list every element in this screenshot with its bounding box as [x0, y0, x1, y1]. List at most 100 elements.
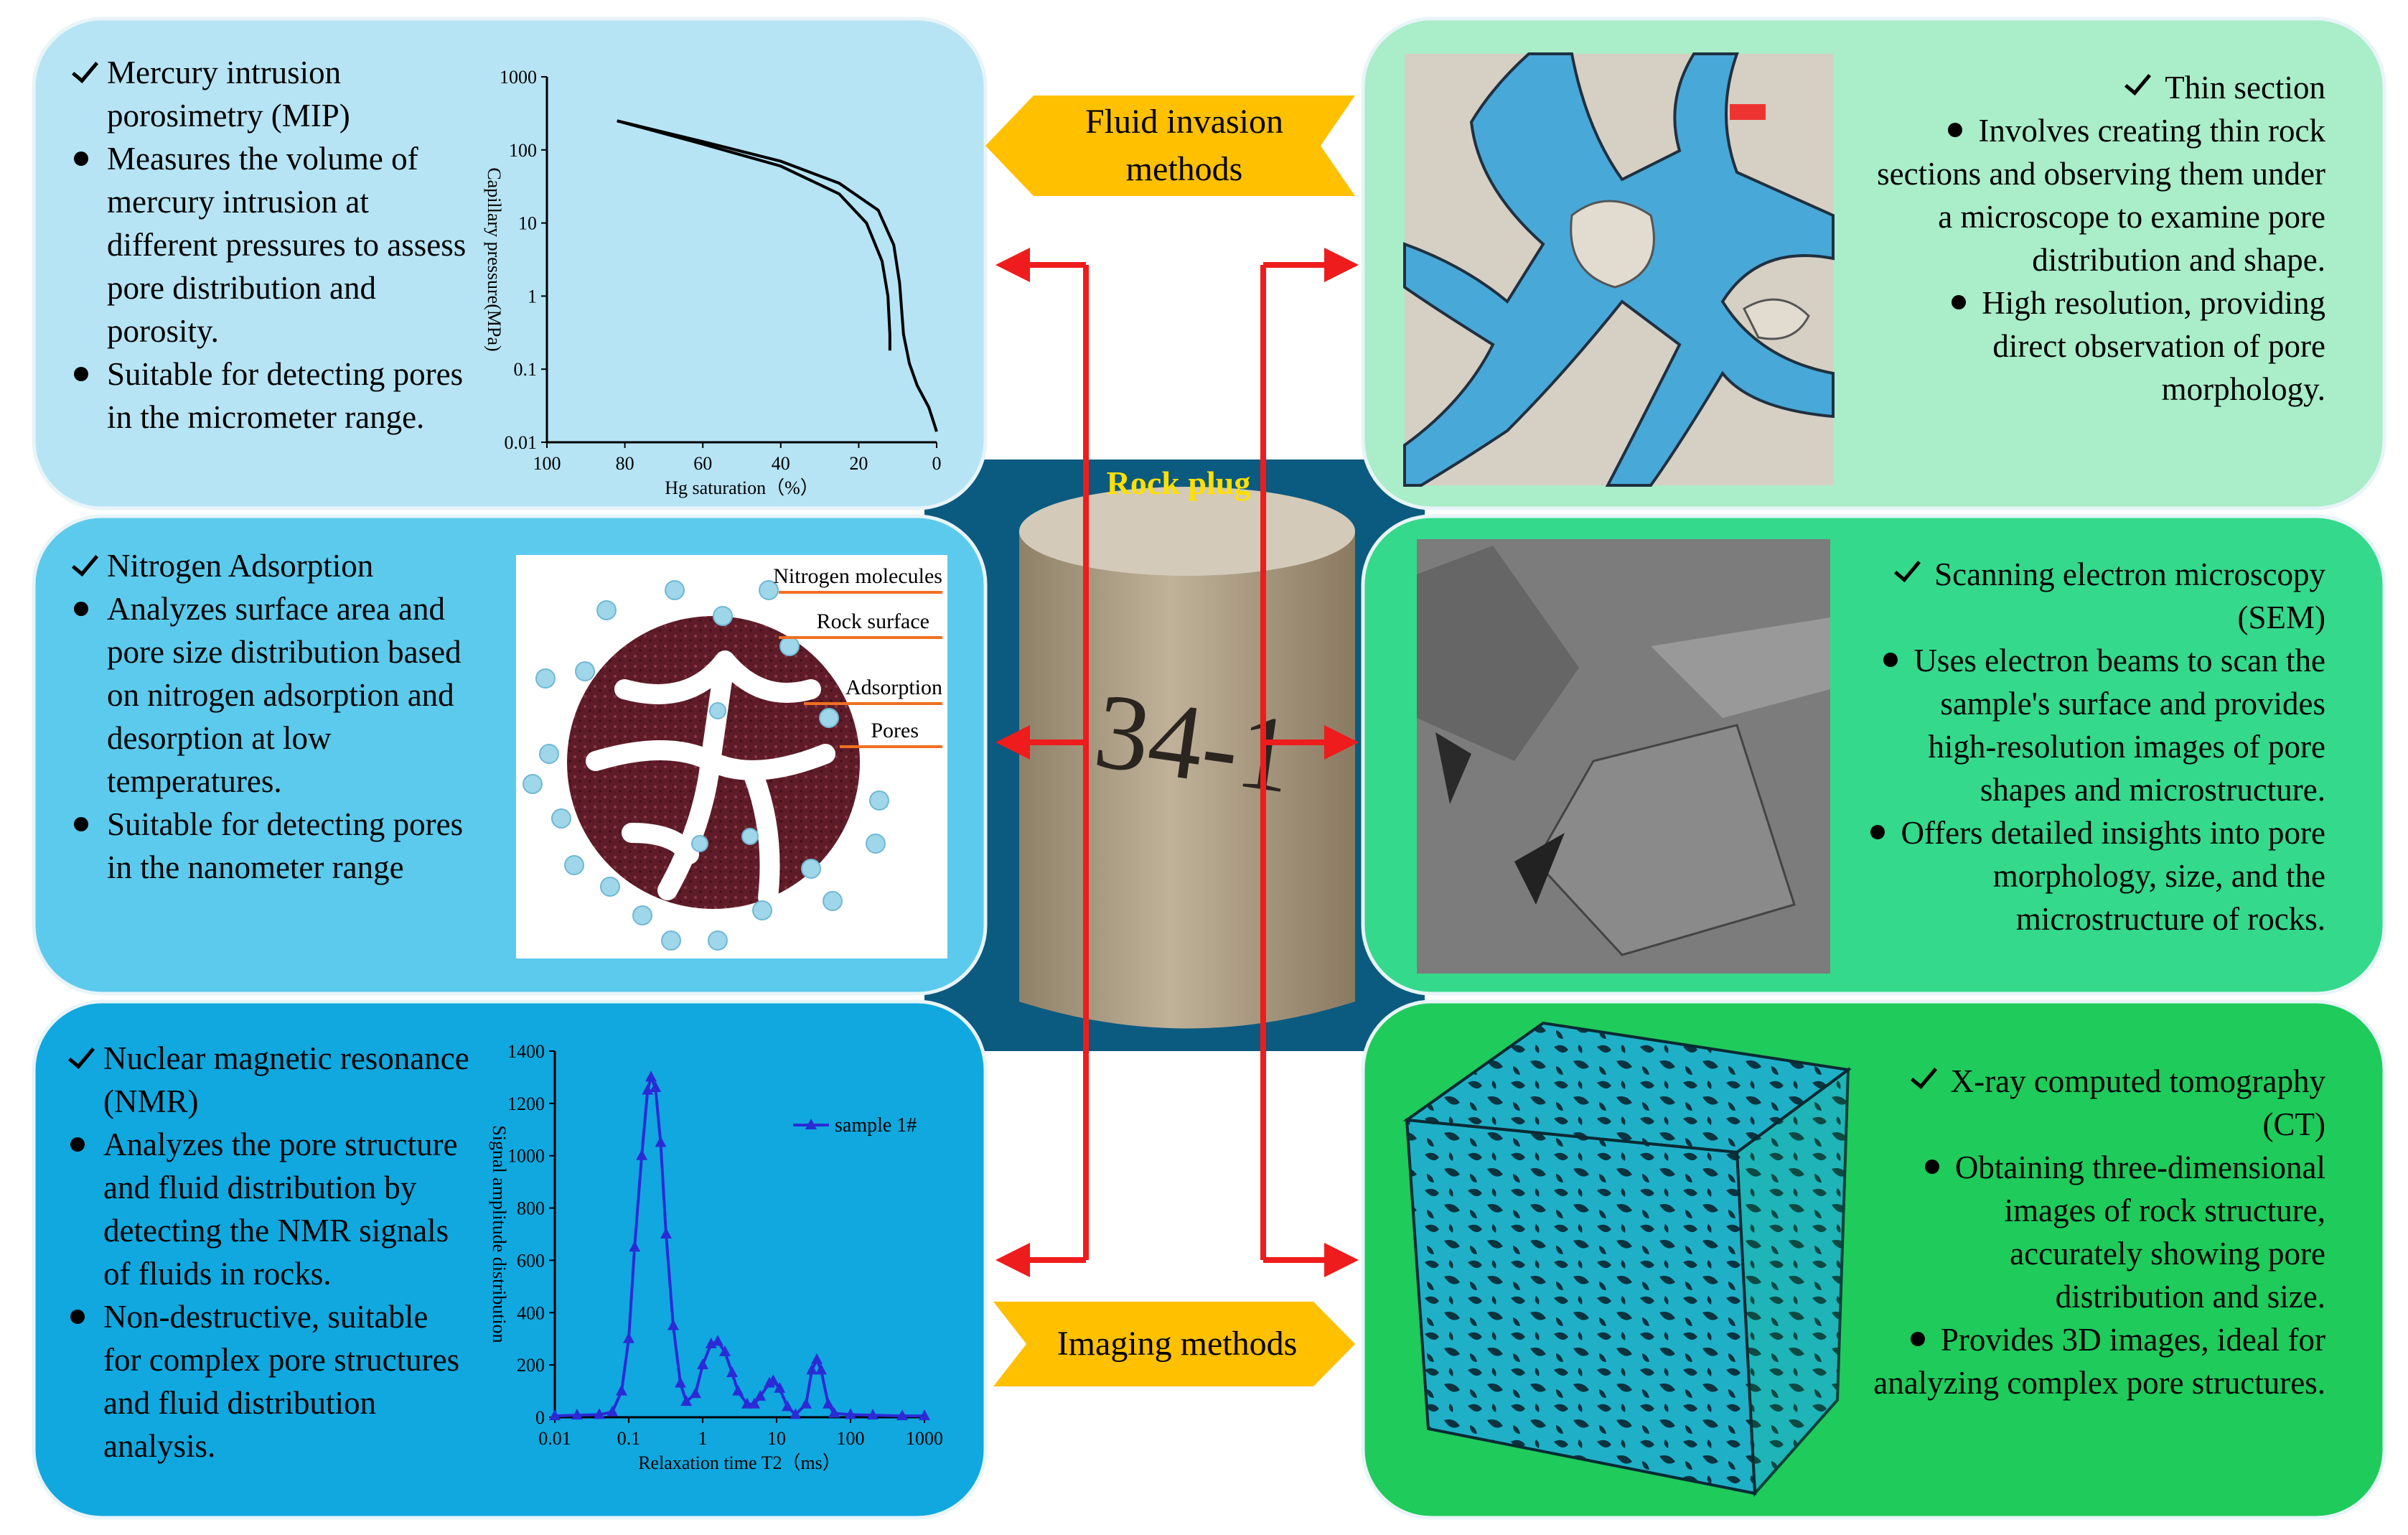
banner-text: Fluid invasion methods — [1084, 103, 1284, 188]
x-axis-title: Hg saturation（%） — [665, 477, 818, 498]
check-icon — [2124, 67, 2152, 96]
y-axis-title: Capillary pressure(MPa) — [484, 167, 505, 351]
diagram-label: Pores — [871, 719, 919, 742]
bullet-icon — [70, 353, 107, 396]
x-tick-label: 100 — [837, 1428, 865, 1449]
data-point — [660, 1228, 673, 1238]
bullet-text: Suitable for detecting pores in the nano… — [107, 806, 464, 885]
bullet-text: Offers detailed insights into pore morph… — [1901, 815, 2325, 937]
data-point — [767, 1374, 779, 1385]
y-tick-label: 1200 — [507, 1093, 545, 1114]
data-point — [629, 1241, 641, 1252]
data-point — [674, 1376, 686, 1388]
grain — [1651, 617, 1830, 718]
check-icon — [66, 1037, 103, 1080]
data-point — [790, 1408, 802, 1419]
grain — [1570, 200, 1810, 340]
bullet-icon — [1948, 123, 1963, 137]
y-tick-label: 100 — [509, 140, 537, 161]
y-tick-label: 1 — [528, 286, 537, 307]
bullet-text: Measures the volume of mercury intrusion… — [107, 141, 467, 349]
y-tick-label: 600 — [517, 1250, 545, 1271]
data-point — [719, 1345, 731, 1356]
panel-title: X-ray computed tomography (CT) — [1950, 1063, 2325, 1142]
sem-image — [1417, 539, 1830, 974]
bullet-icon — [1870, 825, 1885, 839]
panel-text: X-ray computed tomography (CT) Obtaining… — [1866, 1060, 2325, 1404]
x-tick-label: 0.01 — [538, 1428, 571, 1449]
x-tick-label: 60 — [693, 453, 712, 474]
thin-section-image — [1403, 52, 1835, 487]
panel-bg — [32, 17, 988, 510]
bullet-text: High resolution, providing direct observ… — [1982, 285, 2325, 407]
panel-title: Nitrogen Adsorption — [107, 548, 374, 584]
data-point — [623, 1332, 634, 1343]
data-point — [732, 1384, 744, 1396]
center-label: Rock plug — [1107, 465, 1251, 501]
y-tick-label: 0.01 — [505, 432, 538, 453]
bullet-text: Obtaining three-dimensional images of ro… — [1954, 1149, 2325, 1315]
panel-text: Nitrogen Adsorption Analyzes surface are… — [70, 544, 486, 889]
check-icon — [1894, 554, 1921, 583]
diagram-label: Adsorption — [845, 676, 942, 699]
y-tick-label: 400 — [517, 1302, 545, 1323]
x-axis-title: Relaxation time T2（ms） — [638, 1452, 841, 1473]
x-tick-label: 0 — [932, 453, 942, 474]
scale-bar — [1730, 104, 1766, 120]
y-tick-label: 800 — [517, 1198, 545, 1219]
data-point — [811, 1353, 823, 1364]
cube-front — [1405, 1118, 1757, 1496]
banner-shape — [985, 95, 1355, 196]
pore-channel — [586, 650, 835, 908]
bullet-icon — [1883, 653, 1898, 667]
bullet-text: Uses electron beams to scan the sample's… — [1913, 643, 2325, 808]
molecules — [523, 580, 889, 951]
bullet-text: Analyzes the pore structure and fluid di… — [103, 1126, 458, 1292]
legend-marker — [805, 1119, 817, 1129]
data-point — [867, 1409, 879, 1420]
data-point — [782, 1400, 794, 1412]
data-point — [606, 1405, 619, 1417]
data-point — [828, 1406, 840, 1418]
bullet-icon — [1924, 1160, 1939, 1174]
panel-title: Nuclear magnetic resonance (NMR) — [103, 1040, 469, 1119]
data-point — [594, 1408, 606, 1419]
x-tick-label: 1000 — [906, 1428, 943, 1449]
data-point — [800, 1397, 812, 1409]
panel-text: Mercury intrusion porosimetry (MIP) Meas… — [70, 51, 486, 439]
x-tick-label: 100 — [533, 453, 561, 474]
charts: Nitrogen molecules Rock surface Adsorption… — [484, 67, 943, 1473]
data-point — [815, 1363, 828, 1375]
banner: Fluid invasion methods — [1034, 98, 1335, 194]
grain — [1417, 546, 1579, 761]
x-tick-label: 10 — [767, 1428, 786, 1449]
data-point — [697, 1358, 708, 1370]
y-axis-title: Signal amplitude distribution — [489, 1125, 510, 1343]
x-tick-label: 80 — [616, 453, 634, 474]
data-point — [549, 1409, 561, 1421]
bullet-icon — [70, 803, 107, 846]
panel-bg — [32, 999, 988, 1520]
banner-shape — [993, 1302, 1355, 1386]
bullet-text: Non-destructive, suitable for complex po… — [103, 1299, 460, 1464]
panel-title: Scanning electron microscopy (SEM) — [1934, 556, 2325, 635]
data-point — [667, 1319, 680, 1330]
x-tick-label: 0.1 — [617, 1428, 641, 1449]
plug-top — [1019, 487, 1355, 576]
rock-plug: 34-1 — [1019, 487, 1355, 1029]
data-point — [845, 1408, 856, 1419]
y-tick-label: 1400 — [507, 1041, 545, 1062]
bullet-icon — [70, 137, 107, 180]
data-line — [617, 119, 938, 432]
bullet-icon — [66, 1123, 103, 1166]
panel-text: Nuclear magnetic resonance (NMR) Analyze… — [66, 1037, 482, 1468]
data-point — [774, 1381, 786, 1393]
data-point — [571, 1409, 584, 1420]
plug-body — [1019, 531, 1355, 1029]
nitrogen-image — [516, 555, 947, 958]
data-point — [748, 1397, 760, 1409]
banner: Imaging methods — [1019, 1308, 1335, 1380]
bullet-text: Involves creating thin rock sections and… — [1877, 113, 2325, 278]
y-tick-label: 1000 — [500, 67, 537, 88]
